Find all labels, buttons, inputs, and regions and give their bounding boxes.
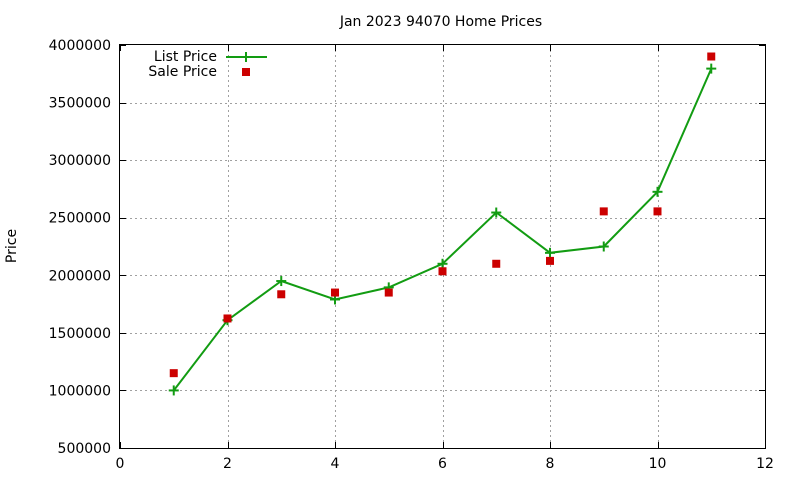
x-tick-label: 8 xyxy=(546,456,555,472)
legend-plus-marker xyxy=(241,52,251,62)
list-price-point xyxy=(652,186,663,197)
x-tick-label: 2 xyxy=(223,456,232,472)
sale-price-point xyxy=(546,256,554,265)
legend: List Price Sale Price xyxy=(148,49,267,80)
x-tick-label: 0 xyxy=(116,456,125,472)
sale-price-point xyxy=(599,207,608,216)
y-tick-label: 1500000 xyxy=(49,326,111,342)
sale-price-point xyxy=(277,290,286,299)
x-tick-label: 10 xyxy=(649,456,667,472)
series-line-list-price xyxy=(173,68,713,392)
list-price-point xyxy=(545,247,555,258)
y-tick-label: 2000000 xyxy=(49,268,111,284)
y-tick-label: 3500000 xyxy=(49,96,111,112)
sale-price-point xyxy=(384,288,393,297)
list-price-point xyxy=(598,241,609,252)
sale-price-point xyxy=(438,267,447,276)
grid xyxy=(120,45,765,448)
y-tick-label: 4000000 xyxy=(49,38,111,54)
y-tick-label: 3000000 xyxy=(49,153,111,169)
y-tick-label: 1000000 xyxy=(49,383,111,399)
chart-title: Jan 2023 94070 Home Prices xyxy=(339,14,542,30)
x-tick-label: 12 xyxy=(756,456,774,472)
axis-ticks: 0 2 4 6 8 10 12 500000 1000000 1500000 2000000 2500… xyxy=(49,38,774,472)
sale-price-point xyxy=(707,52,716,61)
sale-price-point xyxy=(331,288,339,297)
x-tick-label: 6 xyxy=(438,456,447,472)
plot-frame xyxy=(119,44,766,449)
series-layer xyxy=(168,52,717,396)
y-tick-label: 2500000 xyxy=(49,211,111,227)
list-price-point xyxy=(491,207,502,218)
y-axis-label: Price xyxy=(4,229,20,263)
legend-marker-sale-price xyxy=(242,68,250,76)
y-tick-label: 500000 xyxy=(58,441,111,457)
sale-price-point xyxy=(653,207,662,216)
legend-label-list-price: List Price xyxy=(154,49,217,65)
x-tick-label: 4 xyxy=(331,456,340,472)
list-price-point xyxy=(168,385,179,396)
sale-price-point xyxy=(169,369,178,378)
list-price-point xyxy=(276,276,287,287)
legend-label-sale-price: Sale Price xyxy=(148,64,217,80)
list-price-point xyxy=(437,258,448,269)
sale-price-point xyxy=(223,314,232,323)
sale-price-point xyxy=(492,259,501,268)
legend-marker-list-price xyxy=(241,52,251,62)
list-price-point xyxy=(706,63,717,74)
